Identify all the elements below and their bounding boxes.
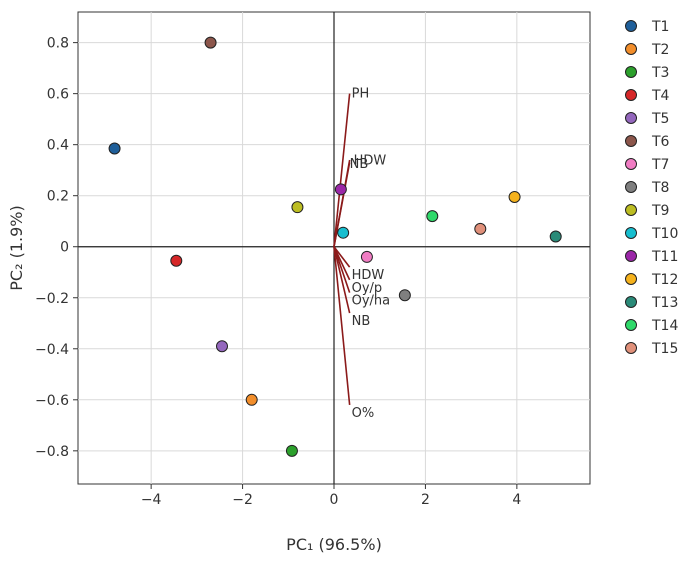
legend-label: T13 <box>651 295 678 311</box>
legend-marker <box>625 204 637 216</box>
data-point <box>216 340 228 353</box>
legend-label: T6 <box>651 134 670 150</box>
x-tick-label: 2 <box>421 492 430 508</box>
y-tick-label: 0.8 <box>47 36 69 52</box>
y-tick-label: −0.8 <box>35 444 69 460</box>
x-tick-label: −4 <box>141 492 162 508</box>
legend-label: T12 <box>651 272 678 288</box>
loading-label: HDW <box>354 154 387 169</box>
loading-vector <box>333 93 351 247</box>
legend-marker <box>625 250 637 262</box>
data-point <box>170 254 183 267</box>
legend-label: T15 <box>651 341 678 357</box>
legend-marker <box>625 66 637 78</box>
legend-marker <box>625 89 637 101</box>
data-point <box>285 444 298 457</box>
legend-marker <box>625 273 637 285</box>
x-tick-label: 4 <box>512 492 521 508</box>
loading-vector <box>333 162 351 247</box>
legend-label: T8 <box>651 180 669 196</box>
y-tick-label: 0.2 <box>47 189 69 205</box>
legend-marker <box>625 135 637 147</box>
data-point <box>204 36 217 49</box>
legend-label: T11 <box>651 249 678 265</box>
legend: T1 T2 T3 T4 T5 T6 T7 T8 T9 T10 T11 T12 T13 T14 T15 <box>625 19 678 357</box>
y-axis-title: PC₂ (1.9%) <box>7 205 26 290</box>
legend-marker <box>625 112 637 124</box>
legend-marker <box>625 227 637 239</box>
data-point <box>334 183 347 196</box>
y-tick-label: −0.6 <box>35 393 69 409</box>
loading-label: NB <box>350 157 369 172</box>
legend-marker <box>625 181 637 193</box>
data-point <box>337 226 350 239</box>
legend-label: T7 <box>651 157 669 173</box>
loading-vector <box>333 246 351 268</box>
loading-label: HDW <box>352 268 385 283</box>
loading-vector <box>333 246 351 314</box>
legend-marker <box>625 20 637 32</box>
x-tick-label: −2 <box>232 492 253 508</box>
legend-label: T3 <box>651 65 669 81</box>
data-point <box>245 393 258 406</box>
loading-label: NB <box>352 314 371 329</box>
y-tick-label: 0.4 <box>47 138 69 154</box>
data-point <box>398 289 411 302</box>
legend-label: T14 <box>651 318 678 334</box>
x-tick-label: 0 <box>330 492 339 508</box>
data-point <box>549 230 562 243</box>
data-point <box>508 190 521 203</box>
legend-label: T9 <box>651 203 669 219</box>
legend-label: T10 <box>651 226 678 242</box>
y-tick-label: 0 <box>60 240 69 256</box>
legend-label: T2 <box>651 42 669 58</box>
x-axis-title: PC₁ (96.5%) <box>286 535 382 554</box>
data-points <box>108 36 562 457</box>
y-tick-label: −0.2 <box>35 291 69 307</box>
data-point <box>360 250 373 263</box>
loading-vector <box>333 246 351 405</box>
legend-label: T1 <box>651 19 669 35</box>
data-point <box>108 142 121 155</box>
data-point <box>426 210 439 223</box>
loading-label: O% <box>352 406 375 421</box>
loading-label: Oy/p <box>352 281 383 296</box>
y-tick-label: −0.4 <box>35 342 69 358</box>
legend-marker <box>625 43 637 55</box>
data-point <box>474 222 487 235</box>
x-ticks: −4 −2 0 2 4 <box>141 484 521 508</box>
legend-label: T5 <box>651 111 669 127</box>
y-ticks: −0.8 −0.6 −0.4 −0.2 0 0.2 0.4 0.6 0.8 <box>35 36 78 460</box>
loading-label: PH <box>352 87 370 102</box>
legend-marker <box>625 342 637 354</box>
legend-marker <box>625 158 637 170</box>
legend-marker <box>625 296 637 308</box>
legend-marker <box>625 319 637 331</box>
loading-label: Oy/ha <box>352 294 391 309</box>
legend-label: T4 <box>651 88 670 104</box>
y-tick-label: 0.6 <box>47 87 69 103</box>
data-point <box>291 201 304 214</box>
